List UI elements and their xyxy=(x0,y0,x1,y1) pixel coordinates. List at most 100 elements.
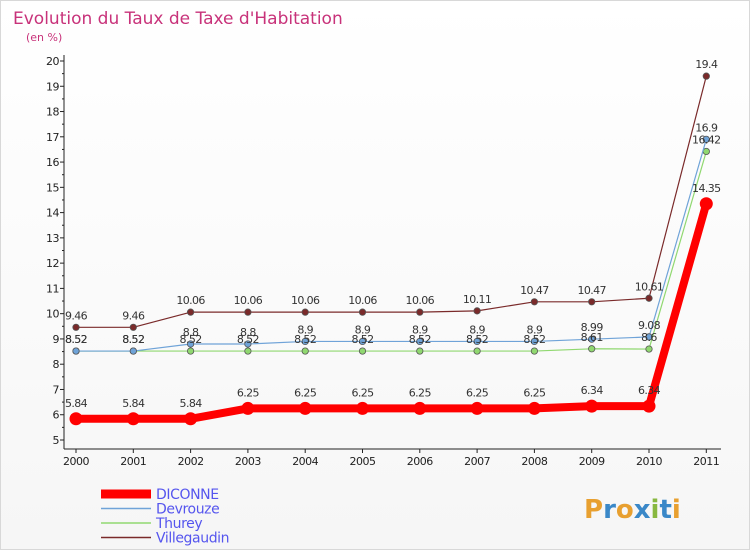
legend-label-devrouze: Devrouze xyxy=(156,502,219,518)
data-label: 9.46 xyxy=(122,309,145,322)
data-label: 10.06 xyxy=(348,294,377,307)
data-label: 8.8 xyxy=(240,326,256,339)
data-label: 8.52 xyxy=(351,333,373,346)
x-tick-label: 2002 xyxy=(178,455,204,468)
data-point xyxy=(470,401,484,415)
data-point xyxy=(416,337,424,346)
data-label: 6.25 xyxy=(237,386,260,399)
data-label: 8.52 xyxy=(466,333,488,346)
data-point xyxy=(702,147,710,156)
data-label: 6.25 xyxy=(523,386,546,399)
data-label: 10.61 xyxy=(635,280,664,293)
data-point xyxy=(69,412,83,426)
data-label: 8.52 xyxy=(237,333,259,346)
data-point xyxy=(301,347,309,355)
x-tick-label: 2001 xyxy=(120,455,146,468)
logo-letter: t xyxy=(659,495,671,525)
data-point xyxy=(72,347,80,355)
data-point xyxy=(126,412,140,426)
data-point xyxy=(301,308,309,316)
y-tick-label: 8 xyxy=(53,358,60,371)
data-label: 5.84 xyxy=(180,397,203,410)
data-label: 10.11 xyxy=(463,293,492,306)
data-label: 10.06 xyxy=(406,294,435,307)
x-tick-label: 2006 xyxy=(407,455,433,468)
data-label: 10.47 xyxy=(577,284,606,297)
data-label: 9.08 xyxy=(638,319,661,332)
data-point xyxy=(473,337,481,346)
data-label: 8.52 xyxy=(122,333,144,346)
data-point xyxy=(530,298,539,306)
data-label: 8.52 xyxy=(294,333,316,346)
series-group xyxy=(69,72,713,426)
y-tick-label: 19 xyxy=(46,80,59,93)
data-point xyxy=(129,347,137,355)
data-label: 10.06 xyxy=(234,294,263,307)
data-label: 6.25 xyxy=(294,386,317,399)
data-point xyxy=(588,335,596,343)
data-label: 10.47 xyxy=(520,284,549,297)
y-tick-label: 11 xyxy=(46,282,59,295)
proxiti-logo: Proxiti xyxy=(584,495,681,525)
logo-letter: x xyxy=(634,495,651,525)
data-point xyxy=(241,401,255,415)
data-label: 8.9 xyxy=(527,323,543,336)
data-label: 6.25 xyxy=(351,386,374,399)
y-tick-label: 20 xyxy=(46,55,59,68)
data-point xyxy=(645,333,653,341)
logo-letter: i xyxy=(672,495,681,525)
logo-letter: P xyxy=(584,495,603,525)
data-point xyxy=(416,308,424,316)
data-point xyxy=(187,308,195,316)
data-label: 8.52 xyxy=(180,333,202,346)
series-line-thurey xyxy=(76,151,707,352)
chart-title: Evolution du Taux de Taxe d'Habitation xyxy=(13,9,343,29)
data-point xyxy=(187,347,195,355)
y-tick-label: 15 xyxy=(46,181,59,194)
axes: 5 6 7 8 9 10 11 12 13 14 15 16 17 18 19 20 2000 2001 2002 2… xyxy=(46,55,721,468)
data-point xyxy=(301,337,309,346)
y-tick-label: 16 xyxy=(46,156,59,169)
data-label: 6.34 xyxy=(581,384,604,397)
data-point xyxy=(645,294,653,302)
x-tick-label: 2007 xyxy=(464,455,490,468)
data-point xyxy=(187,340,195,348)
data-label: 16.42 xyxy=(692,133,721,146)
data-point xyxy=(244,340,252,348)
data-point xyxy=(244,347,252,355)
data-label: 8.52 xyxy=(122,333,144,346)
data-label: 8.8 xyxy=(183,326,199,339)
x-tick-label: 2003 xyxy=(235,455,261,468)
data-label: 19.4 xyxy=(695,58,718,71)
data-label: 10.06 xyxy=(176,294,205,307)
data-labels: 5.84 5.84 5.84 6.25 6.25 6.25 6.25 6.25 6.25 6.34… xyxy=(65,58,722,410)
logo-letter: o xyxy=(616,495,634,525)
data-label: 16.9 xyxy=(695,121,718,134)
legend-label-diconne: DICONNE xyxy=(156,487,219,503)
data-label: 5.84 xyxy=(122,397,145,410)
data-point xyxy=(642,399,656,413)
data-label: 5.84 xyxy=(65,397,88,410)
x-tick-label: 2010 xyxy=(636,455,662,468)
data-label: 8.9 xyxy=(412,323,428,336)
y-tick-label: 6 xyxy=(53,409,60,422)
data-point xyxy=(588,298,596,306)
data-point xyxy=(530,347,539,355)
series-line-devrouze xyxy=(76,139,707,352)
data-label: 6.34 xyxy=(638,384,661,397)
data-point xyxy=(298,401,312,415)
x-tick-label: 2005 xyxy=(350,455,376,468)
data-point xyxy=(585,399,599,413)
data-point xyxy=(72,323,80,331)
data-point xyxy=(416,347,424,355)
data-point xyxy=(473,307,481,315)
data-label: 8.9 xyxy=(355,323,371,336)
x-tick-label: 2000 xyxy=(63,455,89,468)
data-point xyxy=(527,401,541,415)
data-label: 9.46 xyxy=(65,309,88,322)
data-point xyxy=(702,72,710,80)
y-tick-label: 17 xyxy=(46,131,59,144)
data-point xyxy=(244,308,252,316)
data-point xyxy=(129,323,137,331)
